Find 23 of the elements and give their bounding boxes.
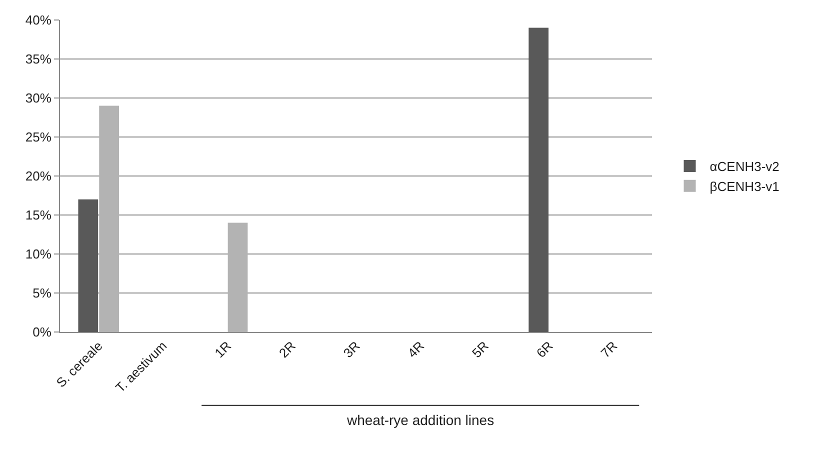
y-tick-label: 5%	[32, 286, 52, 301]
bar	[78, 199, 98, 332]
legend-label: βCENH3-v1	[710, 178, 780, 194]
x-tick-label: 3R	[340, 338, 363, 361]
legend-label: αCENH3-v2	[710, 159, 780, 174]
y-tick-label: 25%	[25, 130, 52, 145]
y-tick-label: 20%	[25, 168, 52, 184]
y-tick-label: 10%	[25, 246, 52, 262]
y-tick-label: 35%	[25, 52, 52, 67]
y-tick-label: 15%	[25, 208, 52, 223]
x-tick-label: 6R	[533, 338, 556, 361]
x-tick-label: 1R	[212, 338, 234, 361]
y-tick-label: 30%	[25, 90, 52, 106]
x-tick-label: 4R	[404, 338, 428, 361]
x-tick-label: 7R	[598, 338, 620, 361]
bar	[228, 222, 248, 332]
bar	[99, 106, 119, 332]
bar	[528, 28, 549, 332]
text: wheat-rye addition lines	[346, 412, 494, 428]
x-tick-label: 2R	[276, 338, 298, 361]
y-tick-label: 40%	[25, 12, 52, 28]
y-tick-label: 0%	[32, 324, 52, 340]
x-tick-label: 5R	[469, 338, 492, 361]
